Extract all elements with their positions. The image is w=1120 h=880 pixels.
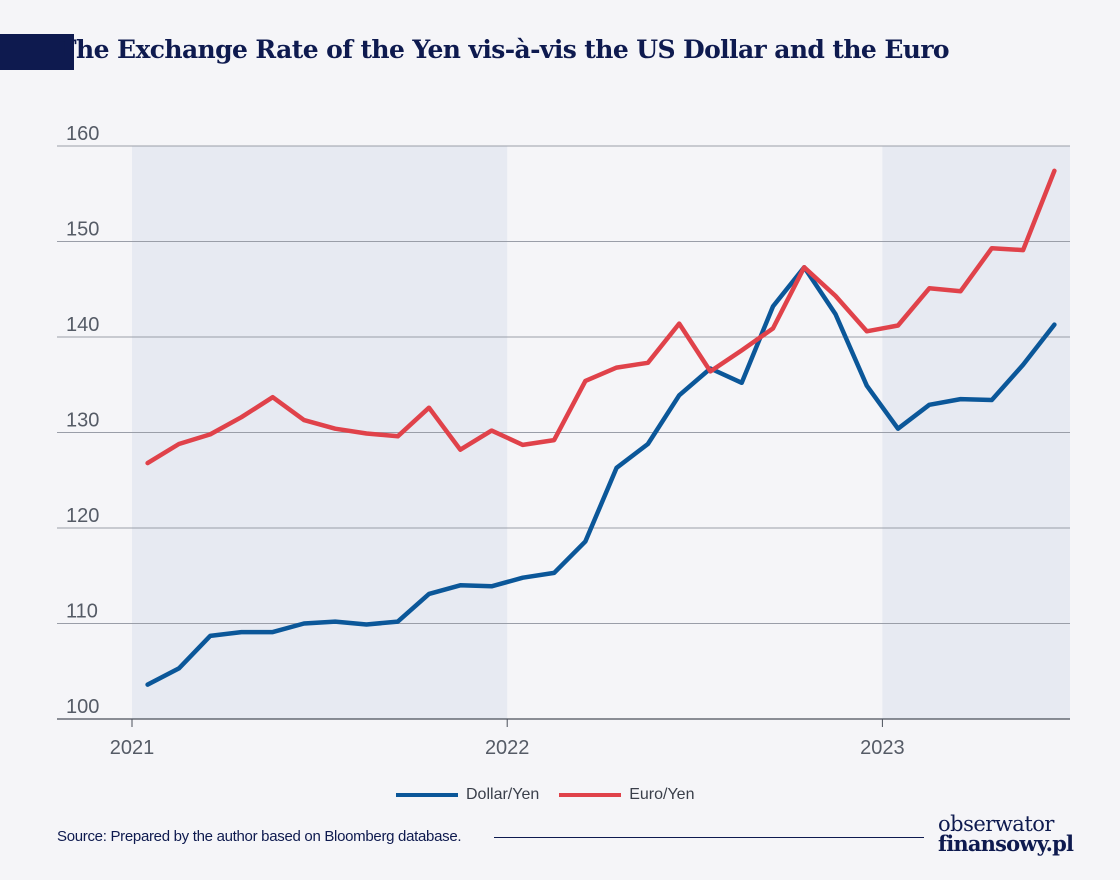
- source-note: Source: Prepared by the author based on …: [57, 828, 462, 845]
- y-tick-label-140: 140: [66, 314, 99, 336]
- series-line-dollar-yen: [145, 265, 1057, 687]
- logo-text-top: obserwator: [938, 812, 1054, 836]
- series-lines: [145, 168, 1057, 687]
- y-axis-ticks: 100 110 120 130 140 150 160: [66, 123, 99, 718]
- y-tick-label-120: 120: [66, 505, 99, 527]
- legend-item-dollar-yen: Dollar/Yen: [396, 786, 539, 804]
- title-rest: he Exchange Rate of the Yen vis-à-vis th…: [76, 35, 950, 64]
- legend-swatch-dollar-yen: [396, 793, 458, 797]
- y-tick-label-130: 130: [66, 410, 99, 432]
- title-initial: T: [58, 35, 77, 64]
- x-tick-label-2021: 2021: [110, 737, 155, 759]
- y-tick-label-110: 110: [66, 601, 98, 623]
- y-tick-label-160: 160: [66, 123, 99, 145]
- legend: Dollar/Yen Euro/Yen: [396, 786, 714, 804]
- x-tick-label-2023: 2023: [860, 737, 905, 759]
- publisher-logo: obserwator finansowy.pl: [938, 812, 1074, 856]
- legend-label-dollar-yen: Dollar/Yen: [466, 786, 540, 803]
- source-divider: [494, 837, 924, 838]
- x-tick-label-2022: 2022: [485, 737, 530, 759]
- y-tick-label-100: 100: [66, 696, 99, 718]
- series-line-euro-yen: [145, 168, 1057, 466]
- y-tick-label-150: 150: [66, 219, 99, 241]
- title-accent-bar: [0, 34, 74, 70]
- x-axis-ticks: 2021 2022 2023: [110, 719, 905, 759]
- legend-item-euro-yen: Euro/Yen: [559, 786, 694, 804]
- chart-title: The Exchange Rate of the Yen vis-à-vis t…: [58, 35, 950, 64]
- legend-label-euro-yen: Euro/Yen: [629, 786, 695, 803]
- logo-text-bottom: finansowy.pl: [938, 831, 1074, 856]
- legend-swatch-euro-yen: [559, 793, 622, 797]
- grid-lines: [57, 145, 1070, 720]
